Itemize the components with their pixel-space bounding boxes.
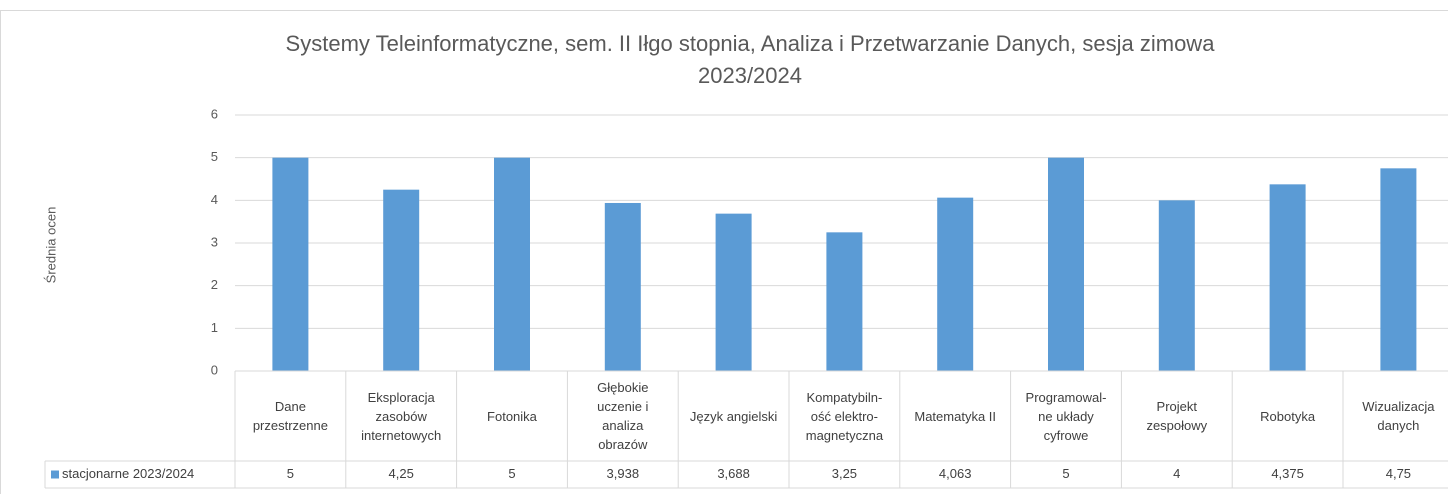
x-tick-label: Wizualizacja danych [1362, 399, 1435, 433]
data-table-value: 5 [508, 466, 515, 481]
y-tick-label: 0 [211, 362, 218, 377]
y-tick-label: 4 [211, 192, 218, 207]
bar [1158, 200, 1195, 371]
bar [1048, 157, 1084, 371]
x-tick-label: Język angielski [689, 408, 778, 424]
x-tick-label: Eksploracja zasobów internetowych [361, 389, 442, 443]
x-tick-label: Fotonika [487, 408, 537, 424]
y-tick-label: 3 [211, 234, 218, 249]
bar [1269, 184, 1306, 371]
bar [826, 232, 863, 371]
data-table-value: 3,688 [717, 466, 750, 481]
x-tick-label: Kompatybiln- ość elektro- magnetyczna [805, 389, 884, 443]
data-table-value: 4 [1173, 466, 1180, 481]
x-tick-label: Głębokie uczenie i analiza obrazów [597, 380, 649, 452]
x-tick-label: Robotyka [1260, 408, 1316, 424]
data-table-value: 4,375 [1271, 466, 1304, 481]
data-table-value: 4,25 [389, 466, 414, 481]
legend-label: stacjonarne 2023/2024 [62, 466, 194, 481]
bar [272, 157, 309, 371]
x-tick-label: Projekt zespołowy [1146, 399, 1208, 433]
y-tick-label: 2 [211, 277, 218, 292]
bar [494, 157, 530, 371]
y-axis-label: Średnia ocen [43, 207, 58, 284]
x-tick-label: Matematyka II [914, 408, 997, 424]
data-table-value: 5 [287, 466, 294, 481]
y-tick-label: 6 [211, 106, 218, 121]
x-tick-label: Dane przestrzenne [252, 399, 328, 433]
bar [715, 213, 752, 371]
chart-frame [0, 10, 1448, 494]
data-table-value: 3,25 [832, 466, 857, 481]
legend-swatch [51, 470, 59, 479]
bar [383, 189, 420, 371]
x-tick-label: Programowal- ne układy cyfrowe [1025, 389, 1107, 443]
bar [604, 202, 641, 371]
chart-title: Systemy Teleinformatyczne, sem. II Iłgo … [285, 31, 1215, 88]
data-table-value: 3,938 [607, 466, 640, 481]
y-tick-label: 5 [211, 149, 218, 164]
data-table-value: 4,75 [1386, 466, 1411, 481]
bar [937, 197, 974, 371]
y-tick-label: 1 [211, 320, 218, 335]
data-table-value: 4,063 [939, 466, 972, 481]
data-table-value: 5 [1062, 466, 1069, 481]
bar [1380, 168, 1417, 371]
